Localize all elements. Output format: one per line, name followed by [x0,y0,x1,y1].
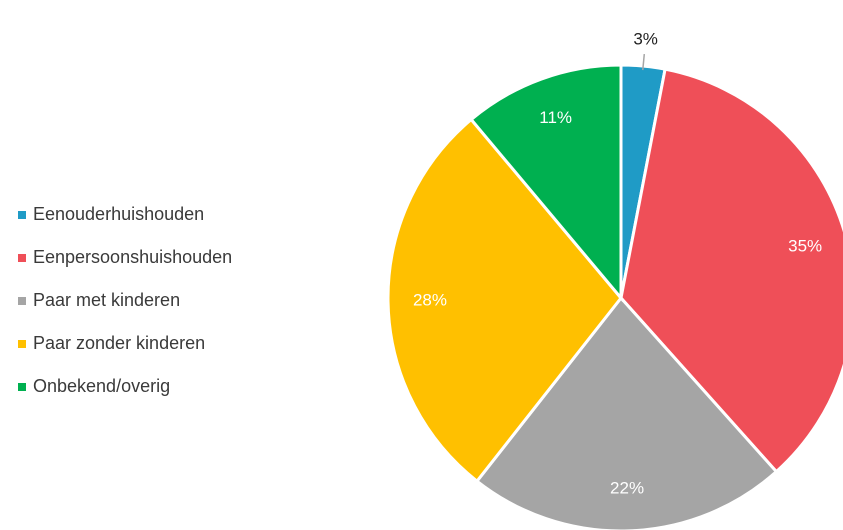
legend-marker [18,340,26,348]
data-label: 28% [413,291,447,310]
pie-slice [386,117,623,484]
leader-line [642,54,646,71]
data-label: 35% [788,237,822,256]
data-label: 22% [610,478,644,497]
legend-text: Paar met kinderen [33,290,180,310]
legend-text: Onbekend/overig [33,376,170,396]
legend-text: Eenpersoonshuishouden [33,247,232,267]
data-label: 3% [633,30,658,49]
legend-marker [18,211,26,219]
pie-slice [469,63,623,303]
pie-slice [619,67,843,474]
legend-marker [18,297,26,305]
legend-text: Eenouderhuishouden [33,204,204,224]
data-label: 11% [539,108,572,127]
pie-slice [474,295,779,530]
legend-text: Paar zonder kinderen [33,333,205,353]
legend-marker [18,254,26,262]
legend-marker [18,383,26,391]
